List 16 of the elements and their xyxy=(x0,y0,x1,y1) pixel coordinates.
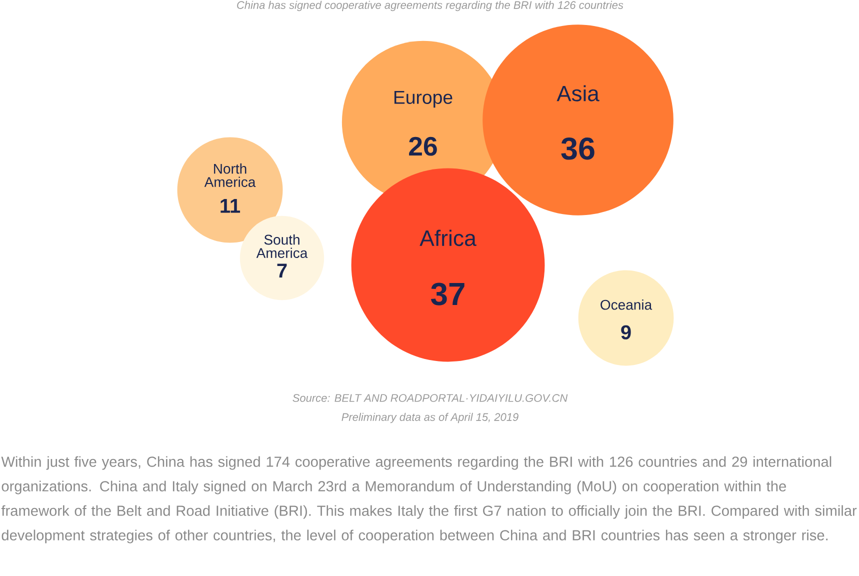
text: Within just five years, China has signed 174 cooperative agreements regarding the BRI with 126 countries and 29 international organizations. China and Italy signed on March 23rd a Memorandum of Understanding (MoU) on cooperation within the framework of the Belt and Road Initiative (BRI). This makes Italy the first G7 nation to officially join the BRI. Compared with similar development strategies of other countries, the level of cooperation between China and BRI countries has seen a stronger rise. xyxy=(1,456,857,544)
source-note: Source: BELT AND ROADPORTAL·YIDAIYILU.GOV.CN xyxy=(292,394,568,402)
category-label: North America xyxy=(204,163,256,188)
data-label: 11 xyxy=(220,198,240,213)
data-label: 7 xyxy=(277,264,287,278)
data-label: 36 xyxy=(561,137,594,160)
text: Preliminary data as of April 15, 2019 xyxy=(342,412,518,424)
data-label: 26 xyxy=(409,136,437,156)
category-label: Oceania xyxy=(600,300,652,310)
category-label: Asia xyxy=(556,85,600,102)
data-label: 9 xyxy=(621,325,631,340)
category-label: South America xyxy=(256,234,308,258)
category-label: Africa xyxy=(420,230,476,246)
category-label: Europe xyxy=(394,90,452,108)
data-label: 37 xyxy=(430,282,464,306)
text: China has signed cooperative agreements regarding the BRI with 126 countries xyxy=(237,0,624,12)
